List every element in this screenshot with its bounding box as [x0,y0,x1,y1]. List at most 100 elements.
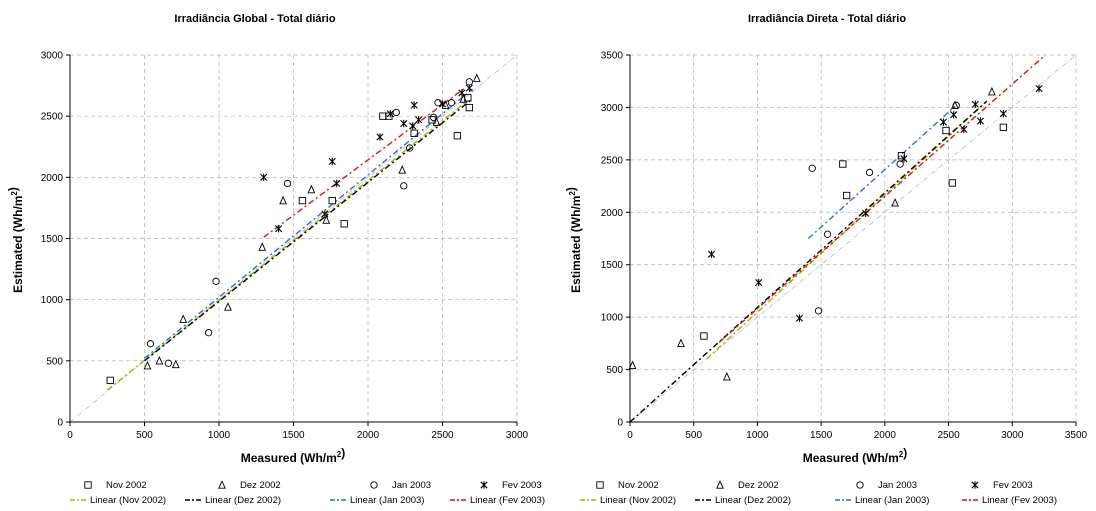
data-point-circle [952,101,960,109]
data-point-star [386,110,394,118]
legend-trendline-label: Linear (Jan 2003) [855,495,929,506]
data-point-star [415,116,423,124]
data-point-circle [146,340,155,348]
data-point-square [897,152,906,160]
legend-marker-square [84,481,92,489]
y-tick-label: 2000 [601,208,624,219]
y-tick-label: 1500 [601,260,624,271]
legend-trendline-label: Linear (Nov 2002) [90,495,166,506]
trendline-3 [807,105,956,240]
data-point-circle [429,113,438,122]
legend-marker-square [596,481,604,489]
data-point-triangle [224,302,232,311]
y-tick-label: 2000 [41,173,64,184]
data-point-star [410,101,418,109]
legend: Nov 2002 Dez 2002 Jan 2003 Fev 2003 Linear (… [70,480,545,506]
data-point-star [960,125,968,134]
x-tick-label: 2500 [431,430,454,441]
legend-series-label: Nov 2002 [618,480,659,491]
data-point-circle [283,179,292,188]
legend-marker-triangle [716,480,724,489]
data-point-square [106,376,114,385]
y-tick-label: 1000 [41,295,64,306]
data-point-triangle [307,184,316,194]
data-point-circle [447,99,456,107]
data-point-square [948,179,957,187]
x-tick-label: 1500 [810,430,833,441]
identity-line [69,54,518,423]
data-point-circle [814,307,823,315]
y-tick-label: 1500 [41,234,64,245]
legend-series-label: Fev 2003 [502,480,542,491]
y-tick-label: 500 [606,365,623,376]
data-point-circle [406,144,414,152]
identity-line [629,54,1077,423]
y-tick-label: 3500 [601,51,624,62]
legend-series-label: Dez 2002 [738,480,779,491]
data-point-star [755,278,763,287]
data-point-triangle [155,355,164,365]
data-point-square [842,191,851,200]
data-point-star [795,314,804,322]
x-tick-label: 1000 [208,430,231,441]
data-point-triangle [628,360,637,370]
data-point-circle [204,329,213,337]
chart-title: Irradiância Global - Total diário [174,13,335,25]
data-point-star [376,133,384,141]
data-point-star [939,118,948,126]
data-point-star [465,84,473,92]
data-point-circle [164,359,172,367]
data-point-triangle [459,94,468,103]
data-point-star [862,209,870,218]
data-point-square [999,123,1008,132]
data-point-triangle [891,197,899,207]
data-point-triangle [987,86,996,96]
x-tick-label: 1500 [282,430,305,441]
y-tick-label: 3000 [41,51,64,62]
data-point-circle [392,108,400,117]
data-point-triangle [722,372,731,381]
data-point-circle [865,168,874,177]
data-point-star [1035,84,1043,93]
x-tick-label: 500 [136,430,153,441]
x-tick-label: 0 [67,430,73,441]
data-point-triangle [398,165,407,174]
data-point-star [328,157,336,166]
data-point-square [942,126,950,135]
y-tick-label: 1000 [601,313,624,324]
y-tick-label: 0 [57,418,63,429]
trendline-2 [144,98,473,362]
legend-series-label: Dez 2002 [240,480,281,491]
data-point-star [971,100,979,108]
x-tick-label: 2000 [357,430,380,441]
legend-trendline-label: Linear (Dez 2002) [205,495,281,506]
x-tick-label: 1000 [746,430,769,441]
chart-global: Irradiância Global - Total diário Measur… [6,13,545,506]
data-point-square [453,132,462,140]
data-point-star [409,122,417,130]
data-point-star [333,179,341,188]
legend-trendline-label: Linear (Dez 2002) [715,495,791,506]
trendline-4 [718,55,1045,343]
data-point-circle [823,230,832,238]
data-point-circle [212,277,220,285]
data-point-circle [434,99,442,107]
data-point-circle [896,160,904,168]
data-point-triangle [171,359,180,369]
legend-series-label: Fev 2003 [993,480,1033,491]
legend: Nov 2002 Dez 2002 Jan 2003 Fev 2003 Linear (… [580,480,1057,506]
trendline-4 [263,87,466,238]
legend-trendline-label: Linear (Nov 2002) [600,495,676,506]
data-point-triangle [432,117,441,126]
data-point-star [400,119,408,128]
legend-marker-circle [370,481,378,489]
data-point-star [900,155,908,163]
y-tick-label: 2500 [41,112,64,123]
data-point-triangle [322,215,331,224]
y-axis-label: Estimated (Wh/m2) [564,187,583,293]
data-point-triangle [677,338,685,348]
legend-trendline-label: Linear (Jan 2003) [350,495,424,506]
legend-trendline-label: Linear (Fev 2003) [982,495,1057,506]
data-point-square [465,103,473,112]
